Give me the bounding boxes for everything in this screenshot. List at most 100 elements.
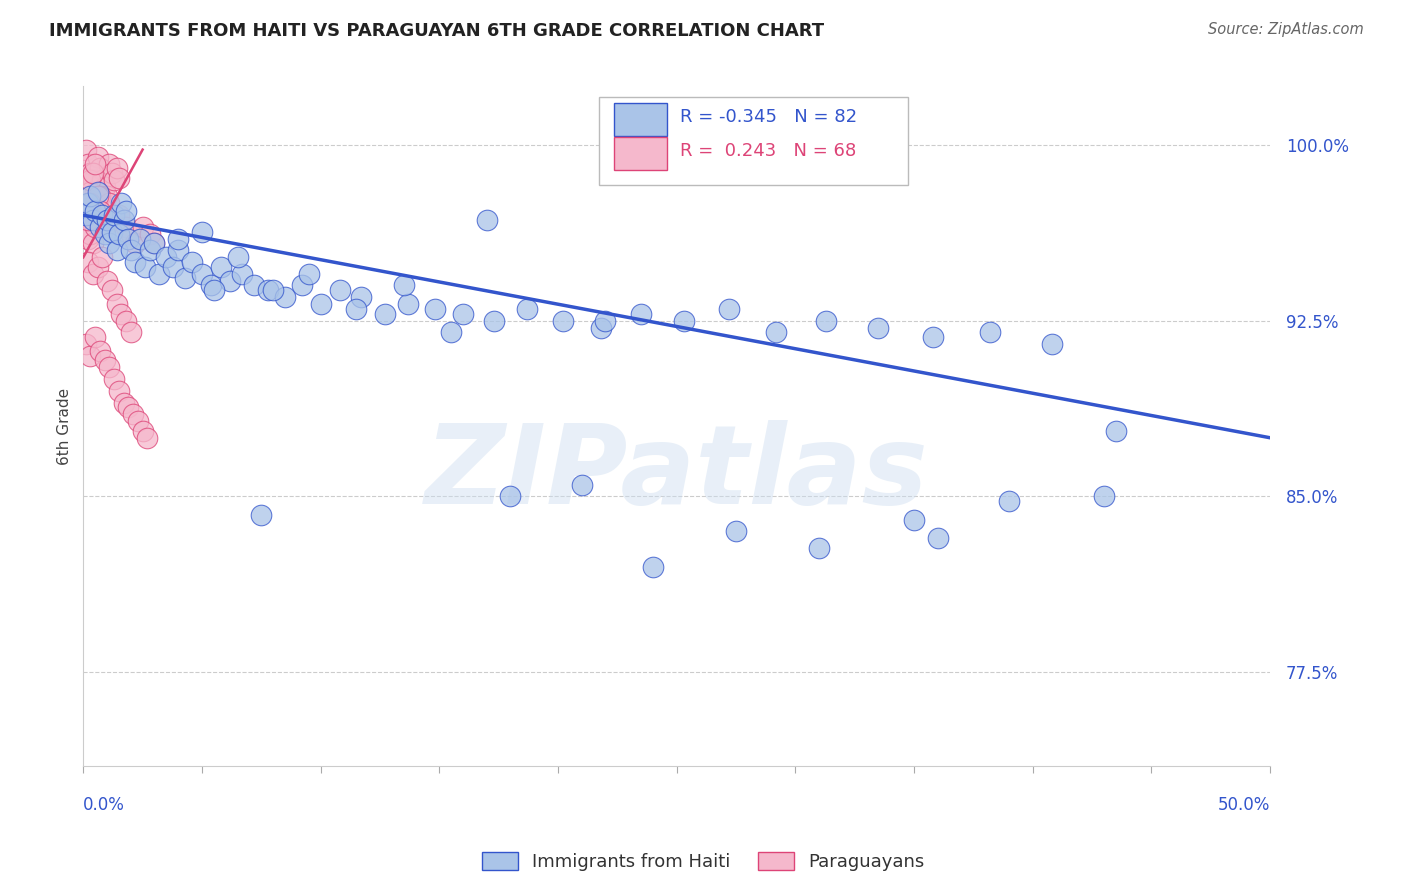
- Point: [84, 156, 107, 170]
- Point: [122, 407, 145, 421]
- Point: [257, 283, 280, 297]
- Point: [262, 283, 284, 297]
- Point: [1092, 489, 1115, 503]
- Point: [148, 267, 170, 281]
- Text: ZIPatlas: ZIPatlas: [425, 420, 928, 527]
- Point: [108, 208, 131, 222]
- Point: [329, 283, 352, 297]
- Point: [219, 274, 242, 288]
- Point: [717, 301, 740, 316]
- Point: [807, 541, 830, 555]
- Point: [98, 360, 121, 375]
- Point: [100, 283, 122, 297]
- Point: [103, 173, 125, 187]
- Point: [110, 307, 132, 321]
- Point: [91, 208, 114, 222]
- Point: [93, 353, 115, 368]
- Point: [115, 203, 138, 218]
- Point: [112, 212, 135, 227]
- Point: [77, 232, 100, 246]
- Point: [482, 313, 505, 327]
- Point: [91, 173, 114, 187]
- Point: [105, 161, 128, 176]
- Point: [131, 424, 153, 438]
- Point: [595, 313, 617, 327]
- Point: [82, 173, 104, 187]
- Point: [868, 320, 890, 334]
- Point: [86, 189, 108, 203]
- Point: [84, 185, 107, 199]
- Text: R = -0.345   N = 82: R = -0.345 N = 82: [681, 108, 858, 126]
- Point: [82, 267, 104, 281]
- Point: [903, 513, 925, 527]
- Point: [110, 196, 132, 211]
- Point: [124, 236, 146, 251]
- Point: [641, 559, 664, 574]
- Point: [499, 489, 522, 503]
- Y-axis label: 6th Grade: 6th Grade: [58, 387, 72, 465]
- Point: [921, 330, 943, 344]
- Point: [112, 395, 135, 409]
- Point: [120, 244, 142, 258]
- Point: [96, 189, 118, 203]
- Point: [77, 212, 100, 227]
- Point: [86, 185, 108, 199]
- Point: [350, 290, 373, 304]
- Point: [105, 244, 128, 258]
- Text: Source: ZipAtlas.com: Source: ZipAtlas.com: [1208, 22, 1364, 37]
- Point: [571, 477, 593, 491]
- Point: [143, 236, 166, 251]
- Point: [84, 196, 107, 211]
- Point: [174, 271, 197, 285]
- Point: [103, 208, 125, 222]
- Point: [143, 236, 166, 251]
- Point: [451, 307, 474, 321]
- Point: [392, 278, 415, 293]
- Point: [117, 232, 139, 246]
- Point: [79, 173, 101, 187]
- Point: [79, 166, 101, 180]
- Point: [440, 326, 463, 340]
- Point: [115, 219, 138, 234]
- Text: 50.0%: 50.0%: [1218, 797, 1270, 814]
- Point: [724, 524, 747, 539]
- Point: [191, 225, 214, 239]
- Point: [1104, 424, 1126, 438]
- Point: [89, 161, 111, 176]
- Point: [138, 244, 160, 258]
- Point: [96, 274, 118, 288]
- Point: [200, 278, 222, 293]
- Point: [75, 143, 97, 157]
- Point: [127, 414, 149, 428]
- Point: [181, 255, 204, 269]
- Point: [344, 301, 367, 316]
- Point: [96, 212, 118, 227]
- Point: [84, 330, 107, 344]
- Point: [98, 236, 121, 251]
- Point: [551, 313, 574, 327]
- Point: [120, 326, 142, 340]
- Point: [374, 307, 396, 321]
- Point: [1040, 337, 1063, 351]
- Point: [82, 166, 104, 180]
- Point: [89, 203, 111, 218]
- Point: [89, 189, 111, 203]
- Point: [86, 203, 108, 218]
- Point: [79, 185, 101, 199]
- Point: [231, 267, 253, 281]
- Point: [77, 196, 100, 211]
- Point: [84, 203, 107, 218]
- Point: [108, 170, 131, 185]
- Point: [765, 326, 787, 340]
- FancyBboxPatch shape: [613, 137, 666, 169]
- Point: [202, 283, 225, 297]
- Point: [396, 297, 419, 311]
- Text: 0.0%: 0.0%: [83, 797, 125, 814]
- Point: [77, 196, 100, 211]
- Point: [108, 227, 131, 241]
- Point: [75, 208, 97, 222]
- Point: [117, 401, 139, 415]
- Point: [274, 290, 297, 304]
- Point: [250, 508, 273, 522]
- FancyBboxPatch shape: [613, 103, 666, 136]
